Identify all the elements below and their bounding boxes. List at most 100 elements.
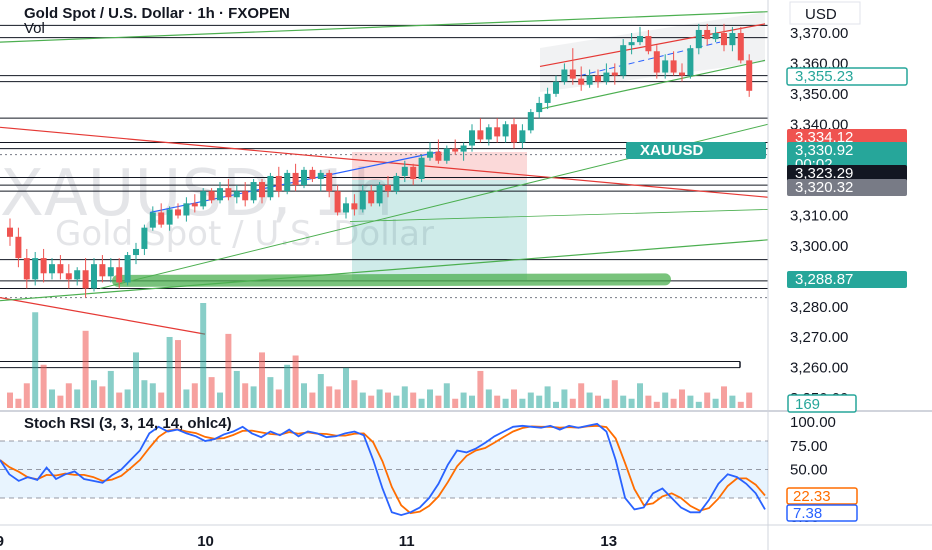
candlesticks [7,23,753,298]
volume-bar [586,392,593,408]
volume-bar [519,398,526,408]
volume-bar [595,395,601,408]
volume-bar [133,352,139,408]
price-badge-value: 3,330.92 [795,142,853,159]
volume-badge: 169 [787,394,857,413]
candle-body [502,124,509,137]
candle-body [620,45,627,76]
candle-body [687,48,694,76]
price-badge [787,271,907,288]
candle-body [578,78,585,85]
candle-body [494,127,501,137]
volume-bar [611,380,618,408]
price-tick-label: 3,300.00 [790,238,848,255]
price-tick-label: 3,270.00 [790,329,848,346]
volume-bar [385,392,391,408]
candle-body [233,191,240,198]
currency-box[interactable] [789,1,861,25]
volume-bar [469,395,475,408]
volume-bar [233,370,240,408]
price-badge [787,129,907,146]
candle-body [435,151,442,161]
volume-bar [99,386,106,408]
candle-body [284,172,291,192]
volume-bar [309,392,316,408]
volume-bar [15,398,22,408]
candle-body [427,151,433,158]
volume-bar [208,377,215,408]
volume-bar [82,330,89,408]
candle-body [7,227,13,237]
volume-bar [494,395,501,408]
candle-body [351,203,358,210]
price-badge-value: 3,334.12 [795,129,853,146]
time-axis[interactable]: 9 10 11 13 [0,533,617,550]
candle-body [326,172,333,192]
volume-bar [65,383,72,408]
candle-body [275,175,282,192]
date-tick-label: 10 [197,533,214,550]
volume-bar [527,392,534,408]
candle-body [82,270,89,289]
price-tick-label: 3,310.00 [790,208,848,225]
stoch-tick-label: 75.00 [790,438,828,455]
candle-body [670,60,677,73]
volume-bar [569,398,576,408]
candle-body [57,264,64,274]
candle-body [603,72,610,82]
symbol-tag [626,142,766,159]
volume-bar [729,395,736,408]
volume-bar [275,389,282,408]
volume-bar [259,352,265,408]
volume-bar [653,401,660,408]
candle-body [561,69,568,82]
currency-label: USD [805,6,837,23]
volume-bar [326,386,333,408]
candle-body [679,72,685,76]
candle-body [91,264,97,289]
volume-bar [578,383,585,408]
candle-body [149,212,156,228]
volume-bar [40,364,47,408]
support-highlight [112,273,671,287]
candle-body [166,209,173,225]
candle-body [359,191,366,210]
price-badge [786,67,908,86]
chart-title: Gold Spot / U.S. Dollar · 1h · FXOPEN [24,5,290,22]
candle-body [309,169,316,179]
volume-bar [351,380,358,408]
volume-bar [158,392,165,408]
price-badge [787,165,907,182]
volume-bar [620,395,627,408]
date-tick-label: 9 [0,533,4,550]
price-badges: 3,355.233,334.123,330.9200:02XAUUSD3,323… [626,67,908,288]
candle-body [721,33,727,46]
candle-body [65,273,72,280]
price-tick-label: 3,350.00 [790,86,848,103]
candle-body [200,191,207,207]
price-tick-label: 3,260.00 [790,360,848,377]
volume-bar [737,401,744,408]
volume-bar [200,303,207,408]
symbol-tag-label: XAUUSD [640,142,704,159]
volume-bar [603,398,610,408]
candle-body [23,258,30,280]
volume-bar [443,383,450,408]
stoch-d-badge [786,487,858,505]
volume-bar [57,395,64,408]
green-trendline-top [0,11,769,43]
candle-body [452,148,459,152]
price-badge-value: 3,288.87 [795,271,853,288]
volume-bar [561,389,568,408]
red-channel-top [539,23,766,68]
volume-bar [175,340,181,408]
volume-bar [267,377,274,408]
volume-bar [435,395,442,408]
candle-body [746,60,753,91]
volume-bar [225,333,232,408]
candle-body [695,29,702,49]
volume-bar [477,370,484,408]
candle-body [393,175,400,192]
